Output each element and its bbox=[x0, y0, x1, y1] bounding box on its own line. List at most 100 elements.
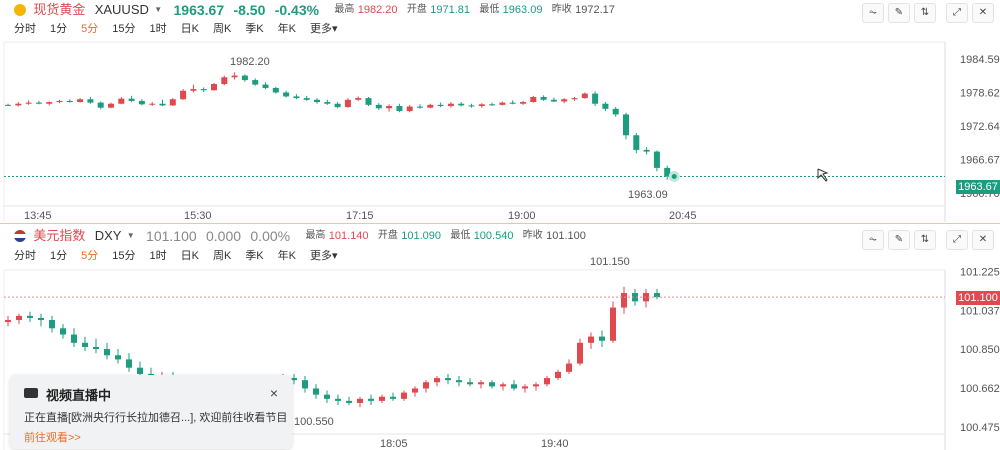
candle-body bbox=[291, 378, 297, 381]
gold-price: 1963.67 bbox=[173, 2, 225, 18]
tab-15min[interactable]: 15分 bbox=[112, 250, 136, 262]
tab-1hour[interactable]: 1时 bbox=[149, 250, 167, 262]
candle-body bbox=[621, 293, 627, 308]
gold-symbol[interactable]: XAUUSD bbox=[94, 2, 149, 17]
compare-icon[interactable]: ⇅ bbox=[914, 3, 936, 23]
tab-year[interactable]: 年K bbox=[277, 23, 296, 35]
candle-body bbox=[540, 96, 547, 100]
candle-body bbox=[126, 359, 132, 368]
tab-more[interactable]: 更多▾ bbox=[310, 250, 338, 262]
candle-body bbox=[566, 363, 572, 372]
indicator-icon[interactable]: ⏦ bbox=[862, 230, 884, 250]
dxy-high: 101.140 bbox=[328, 230, 369, 242]
candle-body bbox=[456, 380, 462, 383]
gold-high-label: 最高 bbox=[334, 4, 355, 15]
tab-week[interactable]: 周K bbox=[212, 250, 232, 262]
candle-body bbox=[87, 99, 94, 103]
live-video-toast: 视频直播中 × 正在直播[欧洲央行行长拉加德召...], 欢迎前往收看节目 前往… bbox=[10, 375, 292, 449]
close-icon[interactable]: ✕ bbox=[972, 3, 994, 23]
candle-body bbox=[93, 346, 99, 350]
candle-body bbox=[368, 398, 374, 401]
candle-body bbox=[610, 307, 616, 341]
tab-1min[interactable]: 1分 bbox=[50, 250, 68, 262]
indicator-icon[interactable]: ⏦ bbox=[862, 3, 884, 23]
candle-body bbox=[15, 103, 22, 106]
tab-year[interactable]: 年K bbox=[277, 250, 296, 262]
candle-body bbox=[533, 384, 539, 387]
candle-body bbox=[314, 99, 320, 103]
gold-period-tabs: 分时 1分 5分 15分 1时 日K 周K 季K 年K 更多▾ bbox=[0, 21, 338, 37]
tab-more[interactable]: 更多▾ bbox=[310, 23, 338, 35]
tab-1hour[interactable]: 1时 bbox=[149, 23, 167, 35]
expand-icon[interactable]: ⤢ bbox=[946, 230, 968, 250]
candle-body bbox=[355, 98, 362, 100]
candle-body bbox=[458, 103, 465, 106]
candle-body bbox=[417, 106, 423, 108]
candle-body bbox=[303, 98, 310, 100]
draw-icon[interactable]: ✎ bbox=[888, 230, 910, 250]
dxy-name[interactable]: 美元指数 bbox=[33, 228, 86, 243]
candle-body bbox=[108, 103, 114, 108]
y-tick-label: 100.662 bbox=[960, 383, 1000, 395]
candle-body bbox=[293, 96, 300, 99]
candle-body bbox=[241, 75, 248, 81]
tab-5min[interactable]: 5分 bbox=[81, 23, 99, 35]
tab-5min[interactable]: 5分 bbox=[81, 250, 99, 262]
candle-body bbox=[262, 84, 269, 88]
candle-body bbox=[427, 104, 434, 108]
candle-body bbox=[520, 102, 526, 104]
toast-watch-link[interactable]: 前往观看>> bbox=[24, 432, 81, 444]
candle-body bbox=[522, 386, 528, 389]
x-tick-label: 19:00 bbox=[508, 210, 536, 222]
dxy-candle-chart[interactable]: 101.225 101.037 100.850 100.662 100.475 … bbox=[0, 224, 1000, 450]
candle-body bbox=[346, 400, 352, 403]
draw-icon[interactable]: ✎ bbox=[888, 3, 910, 23]
candle-body bbox=[221, 77, 228, 85]
max-price-annotation: 101.150 bbox=[590, 256, 630, 268]
candle-body bbox=[623, 114, 629, 136]
tab-fenshi[interactable]: 分时 bbox=[14, 23, 36, 35]
gold-low: 1963.09 bbox=[502, 4, 543, 16]
min-price-annotation: 1963.09 bbox=[628, 189, 668, 201]
dxy-symbol-dropdown-icon[interactable]: ▼ bbox=[126, 231, 135, 240]
candle-body bbox=[97, 102, 104, 108]
min-price-annotation: 100.550 bbox=[294, 416, 334, 428]
tab-quarter[interactable]: 季K bbox=[245, 23, 264, 35]
tab-15min[interactable]: 15分 bbox=[112, 23, 136, 35]
dxy-toolbar: ⏦ ✎ ⇅ ⤢ ✕ bbox=[858, 229, 994, 250]
candle-body bbox=[468, 105, 475, 107]
dxy-symbol[interactable]: DXY bbox=[94, 228, 122, 243]
candle-body bbox=[77, 99, 84, 103]
dxy-low-label: 最低 bbox=[450, 230, 471, 241]
tab-day[interactable]: 日K bbox=[180, 23, 199, 35]
tab-quarter[interactable]: 季K bbox=[245, 250, 264, 262]
tab-1min[interactable]: 1分 bbox=[50, 23, 68, 35]
candle-body bbox=[396, 105, 403, 112]
toast-close-button[interactable]: × bbox=[269, 385, 278, 401]
candle-body bbox=[357, 398, 363, 403]
tab-fenshi[interactable]: 分时 bbox=[14, 250, 36, 262]
gold-chart-panel: 现货黄金 XAUUSD ▼ 1963.67 -8.50 -0.43% 最高 19… bbox=[0, 0, 1000, 222]
candle-body bbox=[104, 349, 110, 356]
gold-symbol-dropdown-icon[interactable]: ▼ bbox=[154, 5, 163, 14]
tab-day[interactable]: 日K bbox=[180, 250, 199, 262]
y-tick-label: 1972.64 bbox=[960, 121, 1000, 133]
gold-name[interactable]: 现货黄金 bbox=[33, 2, 86, 17]
close-icon[interactable]: ✕ bbox=[972, 230, 994, 250]
compare-icon[interactable]: ⇅ bbox=[914, 230, 936, 250]
tab-week[interactable]: 周K bbox=[212, 23, 232, 35]
candle-body bbox=[118, 98, 125, 104]
toast-title: 视频直播中 bbox=[46, 388, 112, 403]
candle-body bbox=[334, 103, 341, 108]
gold-last-price-tag: 1963.67 bbox=[956, 180, 1000, 194]
us-flag-icon bbox=[14, 230, 26, 242]
gold-candle-chart[interactable]: 1984.59 1978.62 1972.64 1966.67 1960.70 … bbox=[0, 0, 1000, 222]
candle-body bbox=[211, 84, 217, 91]
candle-body bbox=[71, 334, 77, 343]
gold-low-label: 最低 bbox=[479, 4, 500, 15]
candle-body bbox=[159, 103, 166, 106]
expand-icon[interactable]: ⤢ bbox=[946, 3, 968, 23]
candle-body bbox=[654, 293, 660, 298]
candle-body bbox=[592, 93, 599, 104]
candle-body bbox=[434, 378, 440, 383]
